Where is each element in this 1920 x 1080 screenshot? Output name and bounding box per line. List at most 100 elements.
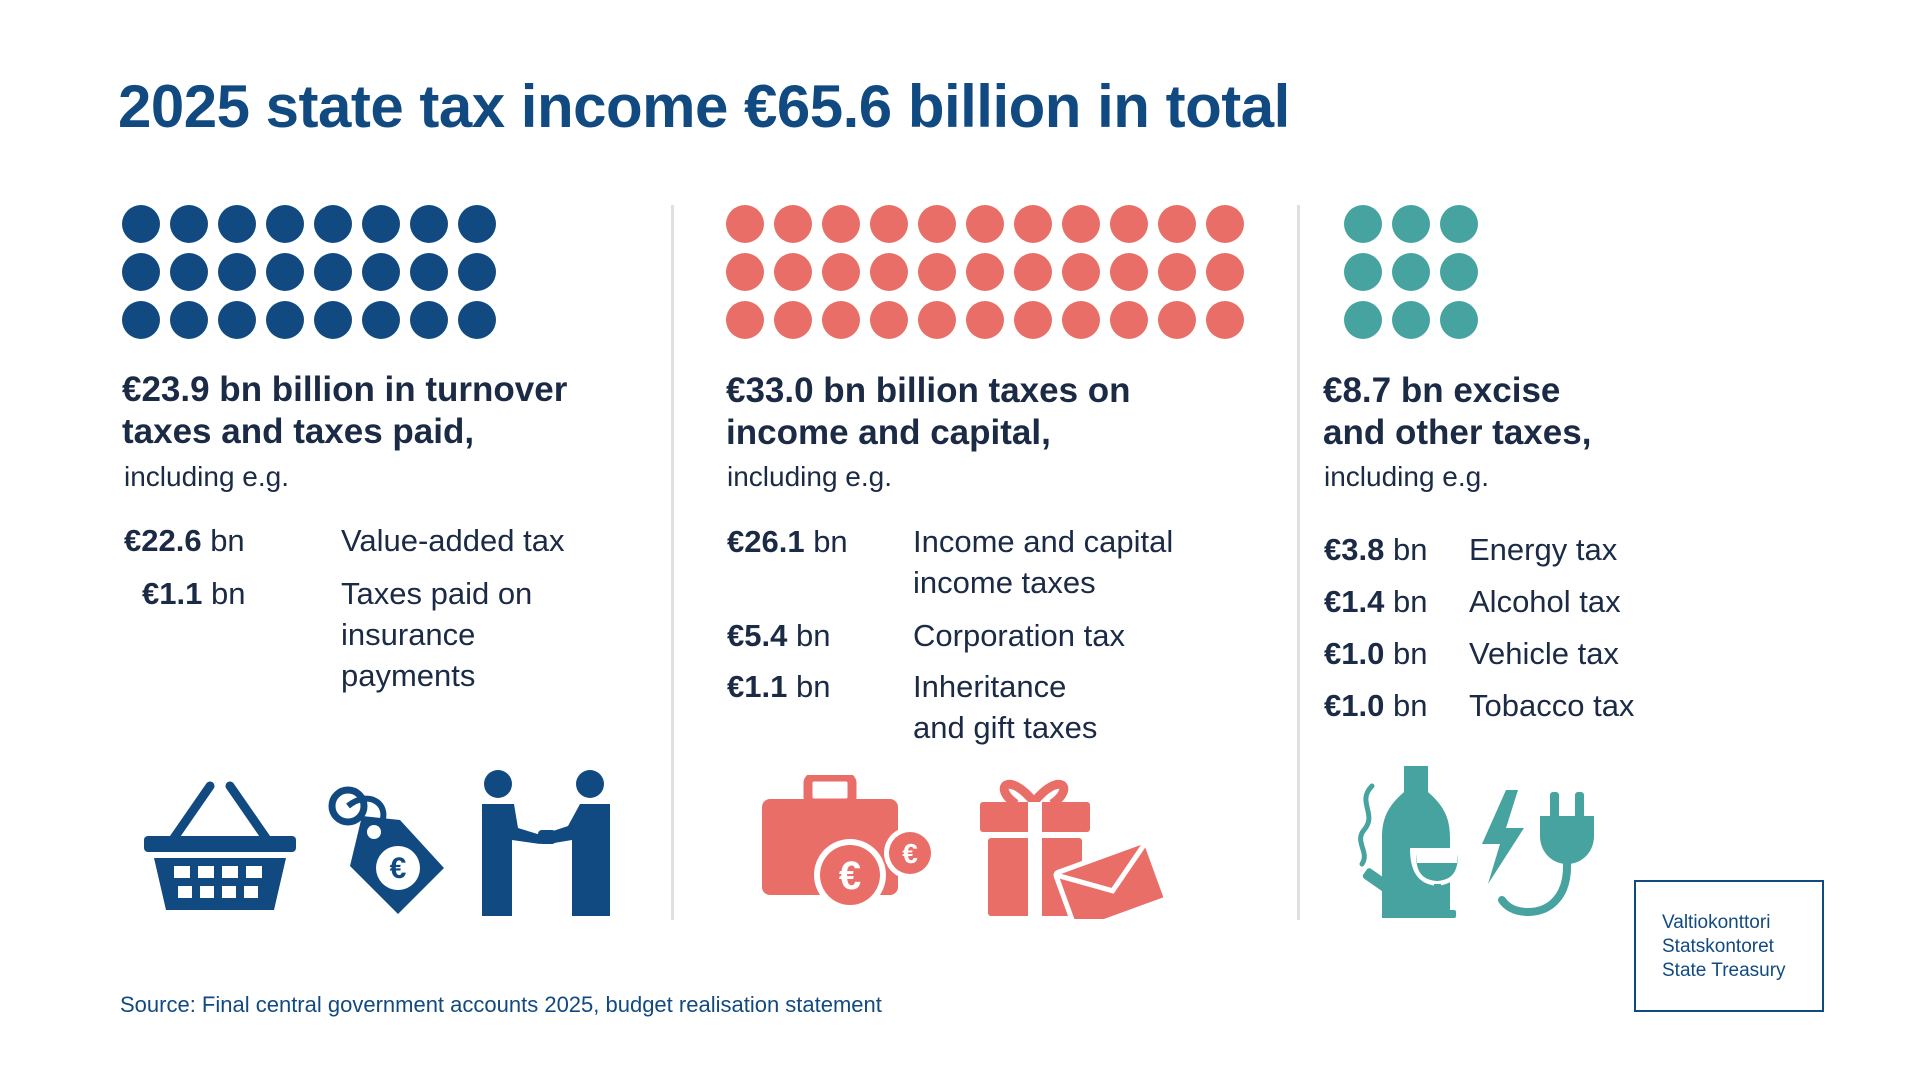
logo-line-fi: Valtiokonttori xyxy=(1662,912,1771,933)
billion-dot xyxy=(1392,301,1430,339)
billion-dot xyxy=(170,205,208,243)
billion-dot xyxy=(1440,205,1478,243)
billion-dot xyxy=(870,253,908,291)
billion-dot xyxy=(458,205,496,243)
billion-dot xyxy=(218,301,256,339)
logo-line-en: State Treasury xyxy=(1662,960,1786,981)
billion-dot xyxy=(870,205,908,243)
billion-dot xyxy=(1158,301,1196,339)
billion-dot xyxy=(966,253,1004,291)
price-tag-euro-icon: € xyxy=(328,786,444,914)
billion-dot xyxy=(1014,301,1052,339)
billion-dot xyxy=(822,205,860,243)
label-inheritance: Inheritance and gift taxes xyxy=(913,669,1098,745)
bottle-glass-cigarette-icon xyxy=(1358,766,1464,918)
amount-vehicle: €1.0 bn xyxy=(1324,636,1428,671)
billion-dot xyxy=(918,253,956,291)
amount-energy: €3.8 bn xyxy=(1324,532,1428,567)
dot-grid-excise xyxy=(1344,205,1478,339)
column-title-excise: €8.7 bn excise and other taxes, xyxy=(1323,371,1592,452)
billion-dot xyxy=(266,253,304,291)
billion-dot xyxy=(1392,253,1430,291)
label-vat: Value-added tax xyxy=(341,523,565,558)
billion-dot xyxy=(170,301,208,339)
billion-dot xyxy=(314,205,352,243)
column-subtitle: including e.g. xyxy=(1324,461,1490,492)
billion-dot xyxy=(122,253,160,291)
billion-dot xyxy=(362,301,400,339)
svg-text:€: € xyxy=(390,852,407,885)
state-treasury-logo: Valtiokonttori Statskontoret State Treas… xyxy=(1634,880,1824,1012)
billion-dot xyxy=(362,253,400,291)
billion-dot xyxy=(362,205,400,243)
billion-dot xyxy=(122,205,160,243)
label-tobacco: Tobacco tax xyxy=(1469,688,1635,723)
billion-dot xyxy=(1158,205,1196,243)
label-corporation: Corporation tax xyxy=(913,618,1125,653)
billion-dot xyxy=(1062,205,1100,243)
billion-dot xyxy=(726,301,764,339)
billion-dot xyxy=(1440,301,1478,339)
column-title-income-capital: €33.0 bn billion taxes on income and capi… xyxy=(726,371,1131,452)
billion-dot xyxy=(1062,253,1100,291)
shopping-basket-icon xyxy=(144,781,296,910)
label-vehicle: Vehicle tax xyxy=(1469,636,1619,671)
svg-text:€: € xyxy=(902,838,918,869)
billion-dot xyxy=(410,205,448,243)
dot-grid-turnover xyxy=(122,205,496,339)
billion-dot xyxy=(1392,205,1430,243)
billion-dot xyxy=(774,205,812,243)
handshake-icon xyxy=(482,770,610,916)
billion-dot xyxy=(266,205,304,243)
billion-dot xyxy=(918,205,956,243)
billion-dot xyxy=(1344,301,1382,339)
billion-dot xyxy=(1110,301,1148,339)
billion-dot xyxy=(1344,253,1382,291)
column-title-turnover: €23.9 bn billion in turnover taxes and ta… xyxy=(122,370,568,451)
gift-envelope-icon xyxy=(980,779,1163,919)
billion-dot xyxy=(726,253,764,291)
amount-tobacco: €1.0 bn xyxy=(1324,688,1428,723)
column-divider xyxy=(1297,205,1300,920)
amount-inheritance: €1.1 bn xyxy=(727,669,831,704)
billion-dot xyxy=(1014,253,1052,291)
billion-dot xyxy=(822,301,860,339)
billion-dot xyxy=(1158,253,1196,291)
billion-dot xyxy=(410,301,448,339)
billion-dot xyxy=(170,253,208,291)
dot-grid-income-capital xyxy=(726,205,1244,339)
billion-dot xyxy=(1014,205,1052,243)
source-note: Source: Final central government account… xyxy=(120,992,882,1017)
billion-dot xyxy=(218,253,256,291)
billion-dot xyxy=(410,253,448,291)
label-income-capital: Income and capital income taxes xyxy=(913,524,1174,600)
billion-dot xyxy=(774,301,812,339)
label-insurance: Taxes paid on insurance payments xyxy=(341,576,533,693)
column-subtitle: including e.g. xyxy=(124,461,290,492)
billion-dot xyxy=(314,253,352,291)
amount-income-capital: €26.1 bn xyxy=(727,524,848,559)
billion-dot xyxy=(314,301,352,339)
column-divider xyxy=(671,205,674,920)
billion-dot xyxy=(1206,301,1244,339)
amount-corporation: €5.4 bn xyxy=(727,618,831,653)
column-subtitle: including e.g. xyxy=(727,461,893,492)
lightning-plug-icon xyxy=(1482,790,1594,917)
billion-dot xyxy=(1206,253,1244,291)
billion-dot xyxy=(966,301,1004,339)
billion-dot xyxy=(218,205,256,243)
amount-vat: €22.6 bn xyxy=(124,523,245,558)
billion-dot xyxy=(1062,301,1100,339)
billion-dot xyxy=(1440,253,1478,291)
billion-dot xyxy=(726,205,764,243)
billion-dot xyxy=(266,301,304,339)
billion-dot xyxy=(966,205,1004,243)
logo-line-sv: Statskontoret xyxy=(1662,936,1774,957)
page-title: 2025 state tax income €65.6 billion in t… xyxy=(118,73,1290,140)
billion-dot xyxy=(122,301,160,339)
billion-dot xyxy=(1344,205,1382,243)
label-alcohol: Alcohol tax xyxy=(1469,584,1621,619)
billion-dot xyxy=(1110,205,1148,243)
briefcase-euro-icon: € € xyxy=(762,775,936,911)
billion-dot xyxy=(870,301,908,339)
